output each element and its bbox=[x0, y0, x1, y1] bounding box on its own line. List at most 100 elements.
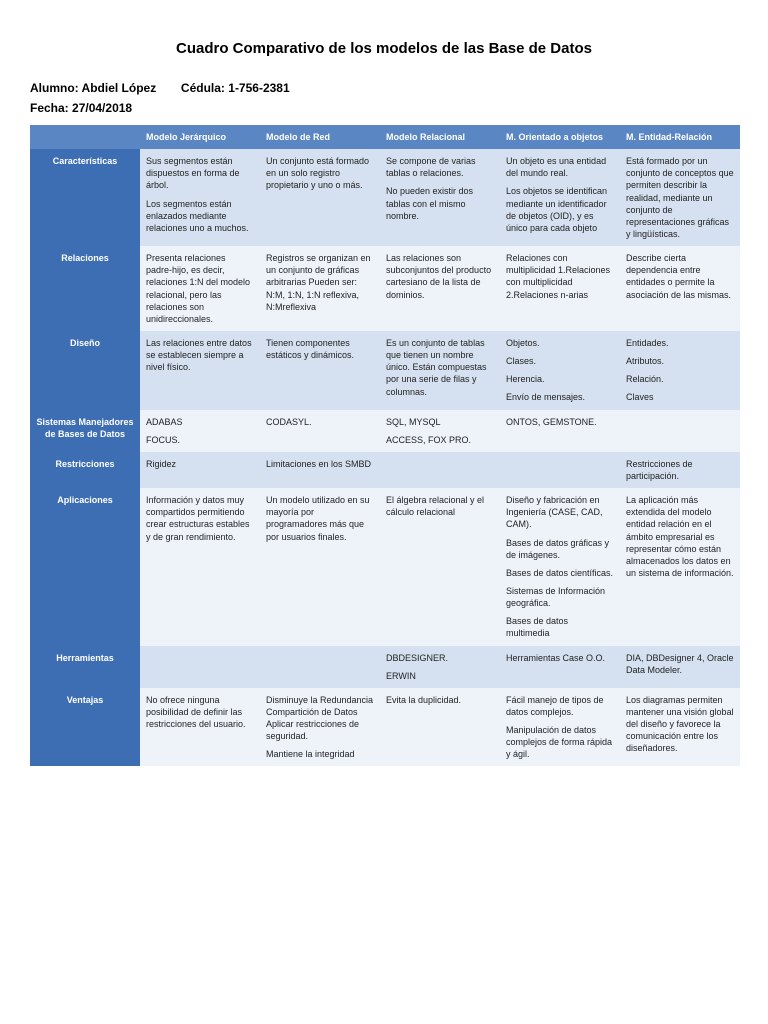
table-cell: ONTOS, GEMSTONE. bbox=[500, 410, 620, 452]
table-cell: El álgebra relacional y el cálculo relac… bbox=[380, 488, 500, 645]
cell-paragraph: DBDESIGNER. bbox=[386, 652, 494, 664]
cell-paragraph: Se compone de varias tablas o relaciones… bbox=[386, 155, 494, 179]
table-cell: Es un conjunto de tablas que tienen un n… bbox=[380, 331, 500, 410]
col-header: Modelo de Red bbox=[260, 125, 380, 149]
cell-paragraph: Sus segmentos están dispuestos en forma … bbox=[146, 155, 254, 191]
table-cell: Los diagramas permiten mantener una visi… bbox=[620, 688, 740, 767]
cell-paragraph: Un conjunto está formado en un solo regi… bbox=[266, 155, 374, 191]
cell-paragraph: Registros se organizan en un conjunto de… bbox=[266, 252, 374, 313]
cell-paragraph: Bases de datos científicas. bbox=[506, 567, 614, 579]
row-header: Restricciones bbox=[30, 452, 140, 488]
cell-paragraph: Diseño y fabricación en Ingeniería (CASE… bbox=[506, 494, 614, 530]
row-header: Aplicaciones bbox=[30, 488, 140, 645]
cell-paragraph: Herramientas Case O.O. bbox=[506, 652, 614, 664]
col-header: Modelo Jerárquico bbox=[140, 125, 260, 149]
cell-paragraph: Claves bbox=[626, 391, 734, 403]
row-header: Características bbox=[30, 149, 140, 246]
table-cell bbox=[620, 410, 740, 452]
cell-paragraph: Bases de datos gráficas y de imágenes. bbox=[506, 537, 614, 561]
cell-paragraph: FOCUS. bbox=[146, 434, 254, 446]
table-row: Sistemas Manejadores de Bases de DatosAD… bbox=[30, 410, 740, 452]
table-cell: Herramientas Case O.O. bbox=[500, 646, 620, 688]
cell-paragraph: Presenta relaciones padre-hijo, es decir… bbox=[146, 252, 254, 325]
table-cell: Está formado por un conjunto de concepto… bbox=[620, 149, 740, 246]
cell-paragraph: Describe cierta dependencia entre entida… bbox=[626, 252, 734, 301]
comparison-table: Modelo Jerárquico Modelo de Red Modelo R… bbox=[30, 125, 740, 766]
table-cell: Registros se organizan en un conjunto de… bbox=[260, 246, 380, 331]
cell-paragraph: Disminuye la Redundancia Compartición de… bbox=[266, 694, 374, 743]
cedula-value: 1-756-2381 bbox=[228, 81, 289, 95]
cell-paragraph: DIA, DBDesigner 4, Oracle Data Modeler. bbox=[626, 652, 734, 676]
row-header: Diseño bbox=[30, 331, 140, 410]
col-header: M. Orientado a objetos bbox=[500, 125, 620, 149]
row-header: Relaciones bbox=[30, 246, 140, 331]
table-row: AplicacionesInformación y datos muy comp… bbox=[30, 488, 740, 645]
alumno-label: Alumno: bbox=[30, 81, 79, 95]
table-row: Restricciones Rigidez Limitaciones en los … bbox=[30, 452, 740, 488]
table-cell: Entidades.Atributos.Relación.Claves bbox=[620, 331, 740, 410]
table-cell: La aplicación más extendida del modelo e… bbox=[620, 488, 740, 645]
table-cell: Un modelo utilizado en su mayoría por pr… bbox=[260, 488, 380, 645]
cell-paragraph: Atributos. bbox=[626, 355, 734, 367]
cell-paragraph: La aplicación más extendida del modelo e… bbox=[626, 494, 734, 579]
cell-paragraph: Un objeto es una entidad del mundo real. bbox=[506, 155, 614, 179]
table-cell: Rigidez bbox=[140, 452, 260, 488]
table-row: RelacionesPresenta relaciones padre-hijo… bbox=[30, 246, 740, 331]
cell-paragraph: Mantiene la integridad bbox=[266, 748, 374, 760]
table-cell: SQL, MYSQLACCESS, FOX PRO. bbox=[380, 410, 500, 452]
col-header: M. Entidad-Relación bbox=[620, 125, 740, 149]
table-row: DiseñoLas relaciones entre datos se esta… bbox=[30, 331, 740, 410]
table-cell: Limitaciones en los SMBD bbox=[260, 452, 380, 488]
table-cell: Restricciones de participación. bbox=[620, 452, 740, 488]
table-cell: Un conjunto está formado en un solo regi… bbox=[260, 149, 380, 246]
fecha-value: 27/04/2018 bbox=[72, 101, 132, 115]
cedula-label: Cédula: bbox=[181, 81, 225, 95]
table-cell bbox=[380, 452, 500, 488]
cell-paragraph: Envío de mensajes. bbox=[506, 391, 614, 403]
cell-paragraph: Los segmentos están enlazados mediante r… bbox=[146, 198, 254, 234]
col-header: Modelo Relacional bbox=[380, 125, 500, 149]
fecha-label: Fecha: bbox=[30, 101, 69, 115]
row-header: Herramientas bbox=[30, 646, 140, 688]
cell-paragraph: Es un conjunto de tablas que tienen un n… bbox=[386, 337, 494, 398]
table-cell bbox=[140, 646, 260, 688]
table-cell: Presenta relaciones padre-hijo, es decir… bbox=[140, 246, 260, 331]
cell-paragraph: Tienen componentes estáticos y dinámicos… bbox=[266, 337, 374, 361]
table-cell: Fácil manejo de tipos de datos complejos… bbox=[500, 688, 620, 767]
meta-block: Alumno: Abdiel López Cédula: 1-756-2381 … bbox=[30, 81, 738, 115]
cell-paragraph: El álgebra relacional y el cálculo relac… bbox=[386, 494, 494, 518]
table-cell: Evita la duplicidad. bbox=[380, 688, 500, 767]
table-cell: ADABAS FOCUS. bbox=[140, 410, 260, 452]
cell-paragraph: No pueden existir dos tablas con el mism… bbox=[386, 185, 494, 221]
cell-paragraph: ADABAS bbox=[146, 416, 254, 428]
cell-paragraph: Restricciones de participación. bbox=[626, 458, 734, 482]
table-row: VentajasNo ofrece ninguna posibilidad de… bbox=[30, 688, 740, 767]
table-cell: Describe cierta dependencia entre entida… bbox=[620, 246, 740, 331]
alumno-value: Abdiel López bbox=[82, 81, 157, 95]
table-body: CaracterísticasSus segmentos están dispu… bbox=[30, 149, 740, 766]
cell-paragraph: CODASYL. bbox=[266, 416, 374, 428]
cell-paragraph: ERWIN bbox=[386, 670, 494, 682]
cell-paragraph: Clases. bbox=[506, 355, 614, 367]
row-header: Sistemas Manejadores de Bases de Datos bbox=[30, 410, 140, 452]
table-row: Herramientas DBDESIGNER. ERWIN Herramientas… bbox=[30, 646, 740, 688]
cell-paragraph: Manipulación de datos complejos de forma… bbox=[506, 724, 614, 760]
row-header: Ventajas bbox=[30, 688, 140, 767]
cell-paragraph: No ofrece ninguna posibilidad de definir… bbox=[146, 694, 254, 730]
table-cell: Un objeto es una entidad del mundo real.… bbox=[500, 149, 620, 246]
table-row: CaracterísticasSus segmentos están dispu… bbox=[30, 149, 740, 246]
table-cell: CODASYL. bbox=[260, 410, 380, 452]
cell-paragraph: Entidades. bbox=[626, 337, 734, 349]
table-cell: Las relaciones entre datos se establecen… bbox=[140, 331, 260, 410]
table-cell: Diseño y fabricación en Ingeniería (CASE… bbox=[500, 488, 620, 645]
cell-paragraph: Objetos. bbox=[506, 337, 614, 349]
cell-paragraph: Los diagramas permiten mantener una visi… bbox=[626, 694, 734, 755]
cell-paragraph: Rigidez bbox=[146, 458, 254, 470]
table-cell: Tienen componentes estáticos y dinámicos… bbox=[260, 331, 380, 410]
cell-paragraph: Fácil manejo de tipos de datos complejos… bbox=[506, 694, 614, 718]
table-cell: Disminuye la Redundancia Compartición de… bbox=[260, 688, 380, 767]
cell-paragraph: Sistemas de Información geográfica. bbox=[506, 585, 614, 609]
table-cell: Objetos.Clases.Herencia.Envío de mensaje… bbox=[500, 331, 620, 410]
table-cell: DIA, DBDesigner 4, Oracle Data Modeler. bbox=[620, 646, 740, 688]
page-title: Cuadro Comparativo de los modelos de las… bbox=[30, 40, 738, 57]
